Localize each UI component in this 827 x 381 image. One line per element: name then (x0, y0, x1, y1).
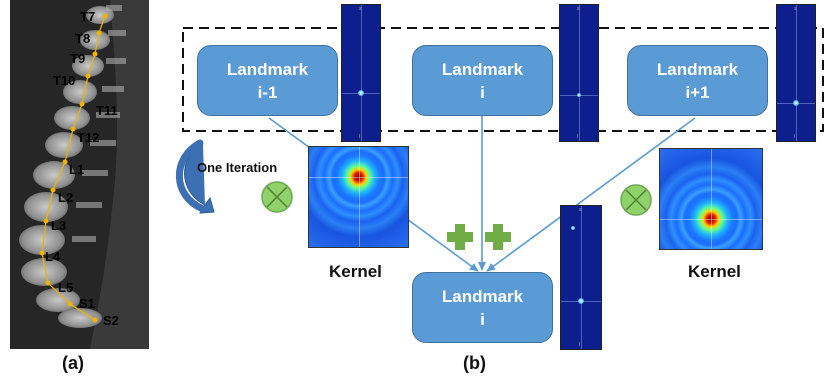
vertebra-label-t11: T11 (96, 103, 118, 118)
spine-ct-drawing (10, 0, 149, 349)
kernel-label-left: Kernel (329, 262, 382, 281)
landmark-box-current[interactable]: Landmark i (412, 45, 553, 116)
landmark-dot-s2 (92, 317, 98, 323)
landmark-dot-l5 (45, 280, 51, 286)
vertebra-label-l1: L1 (69, 162, 85, 177)
landmark-dot-s1 (67, 301, 73, 307)
arrow-next-to-output (486, 117, 696, 272)
kernel-heatmap-left (308, 146, 409, 248)
landmark-cur-line1: Landmark (441, 59, 524, 79)
landmark-dot-l3 (43, 218, 49, 224)
otimes-icon-left (261, 181, 293, 213)
landmark-box-next[interactable]: Landmark i+1 (627, 45, 768, 116)
landmark-dot-t10 (85, 73, 91, 79)
landmark-dot-t9 (92, 51, 98, 57)
vertebra-label-t8: T8 (75, 31, 91, 46)
landmark-out-line2: i (480, 309, 485, 329)
plus-icon-left (447, 224, 473, 250)
landmark-dot-l2 (50, 187, 56, 193)
panel-a-caption: (a) (62, 353, 84, 373)
vertebra-label-t9: T9 (70, 51, 86, 66)
panel-b-caption: (b) (463, 353, 486, 373)
vertebra-label-l2: L2 (58, 190, 74, 205)
one-iteration-label: One Iteration (197, 160, 278, 175)
vertebra-label-t10: T10 (53, 73, 76, 88)
kernel-heatmap-right (659, 148, 763, 250)
vertebra-label-l4: L4 (45, 249, 61, 264)
landmark-prev-line2: i-1 (257, 82, 278, 102)
landmark-group-dashed-box (182, 27, 824, 132)
plus-icon-right (485, 224, 511, 250)
landmark-next-line2: i+1 (685, 82, 710, 102)
landmark-dot-t8 (96, 30, 102, 36)
vertebra-label-l3: L3 (51, 218, 67, 233)
landmark-out-line1: Landmark (441, 286, 524, 306)
landmark-dot-t7 (102, 13, 108, 19)
vertebra-label-s1: S1 (79, 296, 95, 311)
vertebra-label-t12: T12 (77, 130, 100, 145)
landmark-dot-l4 (39, 250, 45, 256)
vertebra-label-s2: S2 (103, 313, 119, 328)
spine-ct-image (10, 0, 149, 349)
landmark-dot-l1 (62, 159, 68, 165)
landmark-prev-line1: Landmark (226, 59, 309, 79)
landmark-box-prev[interactable]: Landmark i-1 (197, 45, 338, 116)
landmark-cur-line2: i (480, 82, 485, 102)
vertebra-label-t7: T7 (80, 9, 96, 24)
kernel-label-right: Kernel (688, 262, 741, 281)
landmark-box-output[interactable]: Landmark i (412, 272, 553, 343)
landmark-dot-t11 (79, 101, 85, 107)
vertebra-label-l5: L5 (58, 280, 74, 295)
otimes-icon-right (620, 184, 652, 216)
landmark-dot-t12 (70, 126, 76, 132)
landmark-next-line1: Landmark (656, 59, 739, 79)
